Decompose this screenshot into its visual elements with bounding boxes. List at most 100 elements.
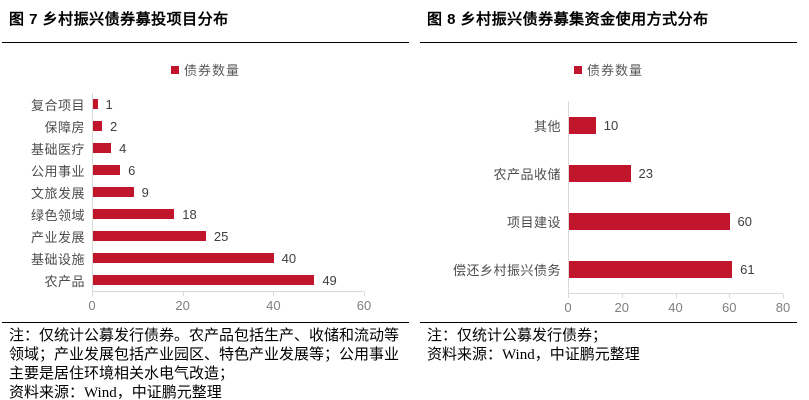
x-tick-mark: [182, 292, 184, 296]
chart-legend: 债券数量: [2, 62, 409, 78]
figure-title: 图 7 乡村振兴债券募投项目分布: [9, 11, 229, 28]
bar-value-label: 2: [110, 118, 118, 134]
bar: [93, 231, 206, 241]
x-tick-label: 20: [175, 298, 190, 313]
category-label: 复合项目: [30, 97, 85, 113]
legend-swatch-icon: [170, 65, 179, 74]
bar-track: 10: [568, 101, 783, 149]
x-tick-label: 60: [722, 300, 737, 315]
bar: [93, 253, 274, 263]
category-label: 其他: [533, 118, 561, 134]
category-label: 保障房: [44, 119, 85, 135]
chart-legend: 债券数量: [420, 62, 797, 78]
bar: [569, 212, 730, 230]
bar: [569, 116, 596, 134]
note-line: 注：仅统计公募发行债券。农产品包括生产、收储和流动等: [9, 328, 400, 344]
bar-chart: 复合项目 1 保障房 2 基础医疗 4 公用事业 6 文旅发展 9 绿色领域 18 产业发展 25 基础设施…: [2, 93, 409, 313]
x-tick-label: 0: [88, 298, 96, 313]
title-divider: [420, 42, 797, 43]
note-line: 领域；产业发展包括产业园区、特色产业发展等；公用事业: [9, 347, 400, 363]
notes-block: 注：仅统计公募发行债券。农产品包括生产、收储和流动等 领域；产业发展包括产业园区、…: [2, 322, 409, 400]
note-line: 主要是居住环境相关水电气改造；: [9, 366, 235, 382]
legend-label: 债券数量: [183, 63, 240, 78]
bar-track: 49: [92, 269, 364, 291]
bar-value-label: 1: [105, 96, 113, 112]
bar-row: 基础医疗 4: [2, 137, 409, 159]
x-tick-mark: [621, 294, 623, 298]
bar-row: 文旅发展 9: [2, 181, 409, 203]
bar: [93, 143, 112, 153]
bar-track: 25: [92, 225, 364, 247]
x-tick-mark: [675, 294, 677, 298]
category-label: 农产品: [44, 273, 85, 289]
bar-row: 农产品 49: [2, 269, 409, 291]
bar-row: 农产品收储 23: [420, 149, 797, 197]
bar-row: 项目建设 60: [420, 197, 797, 245]
notes: 注：仅统计公募发行债券； 资料来源：Wind，中证鹏元整理: [420, 327, 797, 365]
bar-value-label: 18: [182, 206, 197, 222]
bar: [569, 164, 631, 182]
notes: 注：仅统计公募发行债券。农产品包括生产、收储和流动等 领域；产业发展包括产业园区、…: [2, 327, 409, 400]
bar-row: 复合项目 1: [2, 93, 409, 115]
bar-value-label: 23: [638, 165, 653, 181]
bar-row: 其他 10: [420, 101, 797, 149]
bar-value-label: 6: [128, 162, 136, 178]
bar-chart: 其他 10 农产品收储 23 项目建设 60 偿还乡村振兴债务 61 0 20 40 60 80: [420, 101, 797, 315]
bar-track: 40: [92, 247, 364, 269]
x-tick-mark: [729, 294, 731, 298]
x-tick-mark: [783, 294, 784, 298]
bar: [93, 187, 134, 197]
bar-value-label: 61: [740, 261, 755, 277]
bar-track: 18: [92, 203, 364, 225]
category-label: 产业发展: [30, 229, 85, 245]
bar-track: 2: [92, 115, 364, 137]
bar-row: 基础设施 40: [2, 247, 409, 269]
x-axis: 0 20 40 60: [88, 291, 371, 313]
bar-value-label: 4: [119, 140, 127, 156]
category-label: 绿色领域: [30, 207, 85, 223]
bar-value-label: 40: [281, 250, 297, 266]
x-tick-label: 80: [775, 300, 791, 315]
category-label: 文旅发展: [30, 185, 85, 201]
x-tick-mark: [273, 292, 275, 296]
bar-row: 产业发展 25: [2, 225, 409, 247]
x-tick-mark: [568, 294, 569, 298]
bar-value-label: 9: [141, 184, 149, 200]
figure-title: 图 8 乡村振兴债券募集资金使用方式分布: [427, 11, 709, 28]
figure-panel-left: 图 7 乡村振兴债券募投项目分布 债券数量 复合项目 1 保障房 2 基础医疗 4 公用事业…: [2, 0, 409, 400]
notes-divider: [2, 322, 409, 323]
notes-divider: [420, 322, 797, 323]
x-tick-label: 0: [564, 300, 572, 315]
bar-track: 61: [568, 245, 783, 293]
bar-track: 1: [92, 93, 364, 115]
legend-swatch-icon: [573, 65, 582, 74]
x-tick-label: 20: [614, 300, 629, 315]
note-line: 注：仅统计公募发行债券；: [427, 328, 608, 344]
x-tick-label: 40: [266, 298, 281, 313]
bar: [569, 260, 733, 278]
category-label: 基础设施: [30, 251, 85, 267]
bar-value-label: 49: [322, 272, 337, 288]
category-label: 基础医疗: [30, 141, 85, 157]
bar-track: 4: [92, 137, 364, 159]
bar: [93, 275, 315, 285]
bar-rows: 其他 10 农产品收储 23 项目建设 60 偿还乡村振兴债务 61: [420, 101, 797, 293]
bar: [93, 121, 103, 131]
bar-value-label: 60: [737, 213, 752, 229]
bar-track: 60: [568, 197, 783, 245]
bar-value-label: 25: [213, 228, 229, 244]
figure-panel-right: 图 8 乡村振兴债券募集资金使用方式分布 债券数量 其他 10 农产品收储 23 项目建…: [420, 0, 797, 400]
category-label: 偿还乡村振兴债务: [452, 262, 561, 278]
x-tick-label: 40: [668, 300, 683, 315]
bar-row: 偿还乡村振兴债务 61: [420, 245, 797, 293]
notes-block: 注：仅统计公募发行债券； 资料来源：Wind，中证鹏元整理: [420, 322, 797, 365]
bar: [93, 165, 121, 175]
bar: [93, 209, 175, 219]
bar-row: 公用事业 6: [2, 159, 409, 181]
bar-value-label: 10: [603, 117, 619, 133]
bar-row: 绿色领域 18: [2, 203, 409, 225]
legend-label: 债券数量: [586, 63, 643, 78]
x-tick-mark: [92, 292, 93, 296]
category-label: 项目建设: [506, 214, 561, 230]
note-line: 资料来源：Wind，中证鹏元整理: [427, 347, 640, 363]
